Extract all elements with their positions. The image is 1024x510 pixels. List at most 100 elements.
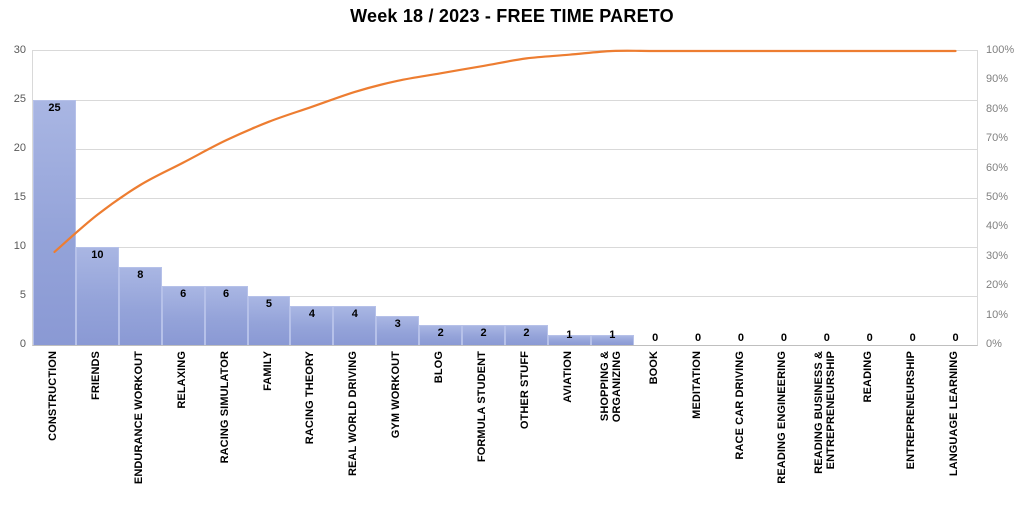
right-axis-tick: 90% bbox=[986, 73, 1009, 86]
right-axis-tick: 100% bbox=[986, 44, 1015, 56]
bar-value-label: 0 bbox=[909, 332, 916, 344]
bar-value-label: 0 bbox=[952, 332, 959, 344]
bar bbox=[419, 325, 463, 345]
bar bbox=[161, 286, 205, 345]
bar-value-label: 1 bbox=[566, 329, 573, 342]
x-axis-label: MEDITATION bbox=[676, 351, 719, 506]
cumulative-line bbox=[53, 49, 957, 253]
x-axis-label: FAMILY bbox=[247, 351, 290, 506]
bar-value-label: 2 bbox=[523, 327, 530, 340]
bar-value-label: 0 bbox=[866, 332, 873, 344]
x-axis-label-text: LANGUAGE LEARNING bbox=[948, 351, 961, 477]
x-axis-label-text: MEDITATION bbox=[691, 351, 704, 419]
x-axis-label: OTHER STUFF bbox=[504, 351, 547, 506]
x-axis-label: BOOK bbox=[633, 351, 676, 506]
bar bbox=[75, 247, 119, 345]
x-axis-label: GYM WORKOUT bbox=[375, 351, 418, 506]
bar-value-label: 5 bbox=[265, 298, 273, 310]
left-axis-tick: 25 bbox=[13, 93, 26, 105]
bar bbox=[247, 296, 291, 345]
right-axis-tick: 40% bbox=[986, 220, 1009, 233]
gridline bbox=[33, 198, 977, 199]
x-axis-label: ENDURANCE WORKOUT bbox=[118, 351, 161, 506]
bar-value-label: 2 bbox=[437, 327, 444, 340]
bar bbox=[505, 325, 548, 345]
bar bbox=[290, 305, 334, 345]
x-axis-label: FRIENDS bbox=[75, 351, 118, 506]
bar-value-label: 4 bbox=[351, 307, 358, 320]
left-axis-tick: 20 bbox=[13, 142, 26, 154]
bar bbox=[333, 305, 377, 345]
x-axis-label: RACING SIMULATOR bbox=[204, 351, 247, 506]
x-axis-label: FORMULA STUDENT bbox=[461, 351, 504, 506]
x-axis-label-text: ENTREPRENEURSHIP bbox=[905, 351, 918, 470]
bar-value-label: 3 bbox=[394, 317, 401, 330]
bar-value-label: 25 bbox=[48, 102, 61, 114]
x-axis-label-text: ENDURANCE WORKOUT bbox=[133, 351, 146, 485]
bar bbox=[462, 325, 505, 345]
x-axis-label-text: RACE CAR DRIVING bbox=[733, 351, 746, 460]
right-axis-tick: 80% bbox=[986, 102, 1009, 115]
cumulative-line-path bbox=[53, 49, 957, 253]
x-axis-label: SHOPPING & ORGANIZING bbox=[590, 351, 633, 506]
bar bbox=[547, 335, 591, 345]
gridline bbox=[33, 100, 977, 101]
x-axis-label-text: FRIENDS bbox=[90, 351, 103, 400]
x-axis-label-text: GYM WORKOUT bbox=[390, 351, 403, 439]
x-axis-label: AVIATION bbox=[547, 351, 590, 506]
x-axis-label-text: READING bbox=[862, 351, 875, 403]
x-axis-label: REAL WORLD DRIVING bbox=[332, 351, 375, 506]
x-axis-label-text: SHOPPING & ORGANIZING bbox=[599, 351, 624, 423]
bar-value-label: 10 bbox=[91, 249, 104, 261]
right-axis-tick: 0% bbox=[986, 338, 1002, 350]
x-axis-label: READING BUSINESS & ENTREPRENEURSHIP bbox=[804, 351, 847, 506]
x-axis-label: ENTREPRENEURSHIP bbox=[890, 351, 933, 506]
x-axis-label-text: RACING THEORY bbox=[304, 351, 317, 445]
x-axis-label: RACE CAR DRIVING bbox=[719, 351, 762, 506]
bar-value-label: 6 bbox=[180, 288, 187, 301]
x-axis-label: READING bbox=[847, 351, 890, 506]
x-axis-label-text: REAL WORLD DRIVING bbox=[347, 351, 360, 477]
x-axis-label: RELAXING bbox=[161, 351, 204, 506]
left-axis-tick: 10 bbox=[13, 240, 26, 252]
x-axis-label-text: BLOG bbox=[433, 351, 446, 384]
bar-value-label: 0 bbox=[780, 332, 787, 344]
x-axis-label-text: FORMULA STUDENT bbox=[476, 351, 489, 463]
right-axis-tick: 30% bbox=[986, 249, 1009, 262]
left-axis-tick: 5 bbox=[19, 289, 26, 301]
x-axis-label: CONSTRUCTION bbox=[32, 351, 75, 506]
x-axis-label-text: CONSTRUCTION bbox=[47, 351, 60, 441]
bar-value-label: 2 bbox=[480, 327, 487, 340]
right-axis-tick: 60% bbox=[986, 161, 1009, 174]
left-axis-tick: 30 bbox=[13, 44, 26, 56]
x-axis-label: BLOG bbox=[418, 351, 461, 506]
bar-value-label: 0 bbox=[652, 332, 659, 344]
right-axis-tick: 50% bbox=[986, 191, 1009, 203]
x-axis-label-text: AVIATION bbox=[562, 351, 575, 403]
x-axis-label: READING ENGINEERING bbox=[761, 351, 804, 506]
bar bbox=[376, 315, 420, 345]
x-axis-label: LANGUAGE LEARNING bbox=[933, 351, 976, 506]
bar bbox=[33, 100, 76, 345]
left-axis-tick: 0 bbox=[19, 338, 26, 350]
plot-area: 25 10 8 6 6 5 4 4 3 2 2 2 1 1 0 0 0 0 0 0 0 0 bbox=[32, 49, 978, 346]
bar-value-label: 0 bbox=[695, 332, 702, 344]
bar-value-label: 6 bbox=[223, 288, 230, 301]
right-axis-tick: 10% bbox=[986, 308, 1009, 321]
bar bbox=[118, 266, 162, 345]
x-axis-label-text: RELAXING bbox=[176, 351, 189, 409]
x-axis-label-text: READING BUSINESS & ENTREPRENEURSHIP bbox=[813, 351, 838, 474]
x-axis-label-text: BOOK bbox=[648, 351, 661, 385]
x-axis-label: RACING THEORY bbox=[289, 351, 332, 506]
bar-value-label: 8 bbox=[137, 268, 144, 281]
right-axis-tick: 70% bbox=[986, 132, 1009, 145]
bar-value-label: 4 bbox=[308, 307, 315, 320]
x-axis-label-text: FAMILY bbox=[261, 351, 274, 391]
gridline bbox=[33, 296, 977, 297]
bar-value-label: 0 bbox=[823, 332, 830, 344]
chart-title: Week 18 / 2023 - FREE TIME PARETO bbox=[350, 6, 674, 26]
bar-value-label: 0 bbox=[737, 332, 745, 344]
gridline bbox=[33, 247, 977, 248]
right-axis-tick: 20% bbox=[986, 279, 1009, 292]
